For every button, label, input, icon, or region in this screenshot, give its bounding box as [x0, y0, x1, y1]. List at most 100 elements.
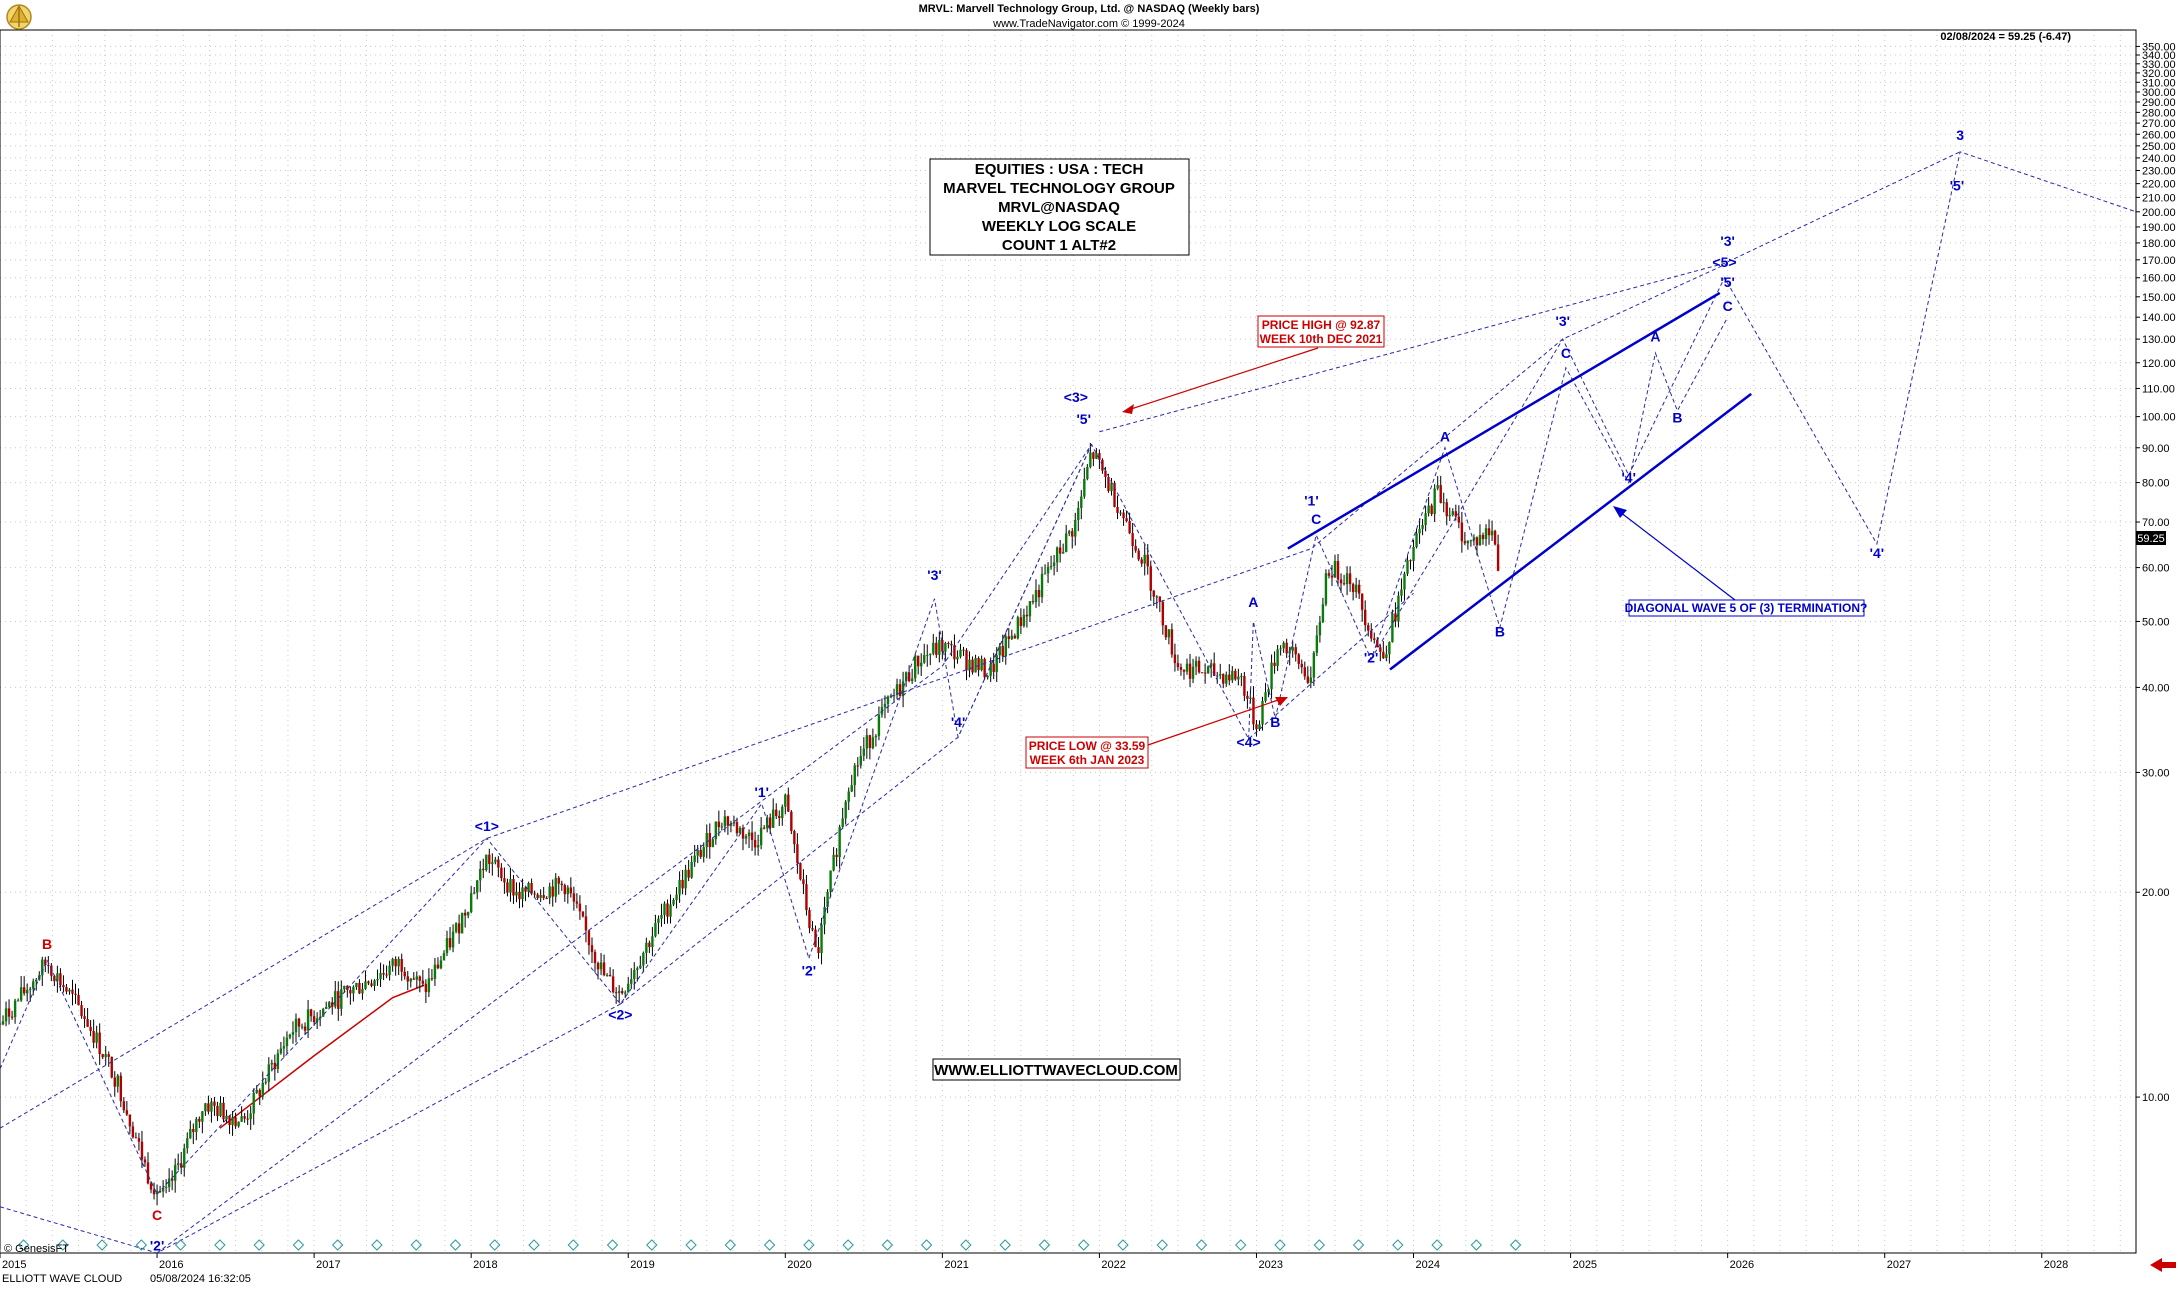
candle-body — [457, 923, 461, 934]
y-tick-label: 70.00 — [2142, 517, 2170, 529]
y-tick-label: 50.00 — [2142, 616, 2170, 628]
candle-body — [702, 847, 705, 857]
candle-body — [282, 1046, 286, 1049]
candle-body — [409, 978, 412, 982]
candle-body — [1216, 675, 1219, 677]
y-tick-label: 60.00 — [2142, 563, 2170, 575]
wave-label: A — [1440, 428, 1450, 444]
candle-body — [907, 672, 911, 682]
candle-body — [509, 879, 512, 893]
candle-body — [687, 869, 690, 878]
candle-body — [183, 1148, 186, 1168]
candle-body — [989, 663, 992, 676]
candle-body — [324, 1006, 328, 1009]
candle-body — [747, 832, 751, 837]
candle-body — [947, 643, 950, 645]
candle-body — [240, 1116, 243, 1122]
candle-body — [817, 947, 820, 954]
info-line-1: EQUITIES : USA : TECH — [975, 161, 1144, 178]
candle-body — [427, 978, 431, 993]
candle-body — [370, 983, 373, 986]
candle-body — [1391, 613, 1394, 643]
candle-body — [693, 855, 696, 862]
scroll-arrow-icon[interactable] — [2150, 1258, 2176, 1272]
y-tick-label: 10.00 — [2142, 1092, 2170, 1104]
candle-body — [602, 962, 606, 976]
y-tick-label: 180.00 — [2142, 238, 2176, 250]
candle-body — [1264, 692, 1267, 702]
event-marker-icon — [920, 1239, 933, 1251]
wave-label: B — [1270, 714, 1280, 730]
candle-body — [720, 826, 724, 828]
wave-dashed-line — [0, 262, 1728, 1129]
candle-body — [820, 924, 823, 954]
candle-body — [77, 994, 80, 1006]
candle-body — [1318, 622, 1322, 636]
candle-body — [711, 839, 715, 848]
candle-body — [1291, 647, 1294, 651]
candle-body — [225, 1115, 228, 1120]
candle-body — [1001, 646, 1004, 657]
candle-body — [273, 1062, 277, 1070]
candle-body — [1472, 537, 1476, 541]
event-marker-icon — [371, 1239, 383, 1251]
candle-body — [835, 854, 838, 858]
event-marker-icon — [685, 1239, 697, 1251]
candle-body — [1324, 573, 1328, 605]
event-marker-icon — [1392, 1239, 1404, 1251]
candle-body — [805, 884, 808, 911]
candle-body — [841, 818, 844, 827]
candle-body — [466, 911, 470, 916]
wave-label: B — [1495, 624, 1505, 640]
candle-body — [1089, 452, 1092, 468]
candle-body — [1306, 676, 1310, 683]
y-tick-label: 260.00 — [2142, 129, 2176, 141]
candle-body — [65, 987, 68, 992]
y-tick-label: 40.00 — [2142, 682, 2170, 694]
candle-body — [1231, 670, 1234, 681]
candle-body — [784, 794, 787, 807]
y-tick-label: 230.00 — [2142, 165, 2176, 177]
candle-body — [1400, 589, 1403, 596]
wave-label: <4> — [1237, 734, 1261, 750]
candle-body — [953, 645, 956, 660]
candle-body — [119, 1075, 123, 1102]
candle-body — [838, 826, 841, 858]
candle-body — [1354, 584, 1358, 593]
candle-body — [1155, 596, 1158, 598]
candle-body — [152, 1189, 156, 1195]
event-marker-icon — [57, 1239, 69, 1251]
y-tick-label: 150.00 — [2142, 292, 2176, 304]
diagonal-note: DIAGONAL WAVE 5 OF (3) TERMINATION? — [1613, 506, 1867, 617]
candle-body — [998, 646, 1001, 656]
candle-body — [29, 988, 32, 990]
candle-body — [137, 1138, 141, 1142]
candle-body — [391, 958, 394, 966]
candle-body — [7, 1008, 11, 1017]
candle-body — [4, 1008, 8, 1022]
y-tick-label: 340.00 — [2142, 50, 2176, 62]
wave-label: C — [152, 1207, 162, 1223]
candle-body — [627, 983, 630, 993]
candle-body — [787, 794, 790, 812]
candle-body — [1049, 566, 1053, 568]
candle-body — [793, 831, 796, 845]
candle-body — [1055, 547, 1059, 563]
y-tick-label: 80.00 — [2142, 478, 2170, 490]
candle-body — [1442, 502, 1445, 504]
footer-brand: ELLIOTT WAVE CLOUD — [2, 1273, 122, 1284]
candle-body — [844, 801, 847, 819]
candle-body — [1173, 654, 1177, 664]
candle-body — [210, 1101, 213, 1112]
candle-body — [306, 1009, 310, 1031]
candle-body — [1092, 452, 1095, 459]
candle-body — [781, 806, 784, 819]
candle-body — [291, 1032, 295, 1035]
candle-body — [494, 859, 497, 863]
candle-body — [1146, 554, 1149, 567]
candle-body — [995, 655, 998, 673]
y-tick-label: 200.00 — [2142, 207, 2176, 219]
candle-body — [349, 990, 352, 994]
candle-body — [337, 991, 340, 1009]
